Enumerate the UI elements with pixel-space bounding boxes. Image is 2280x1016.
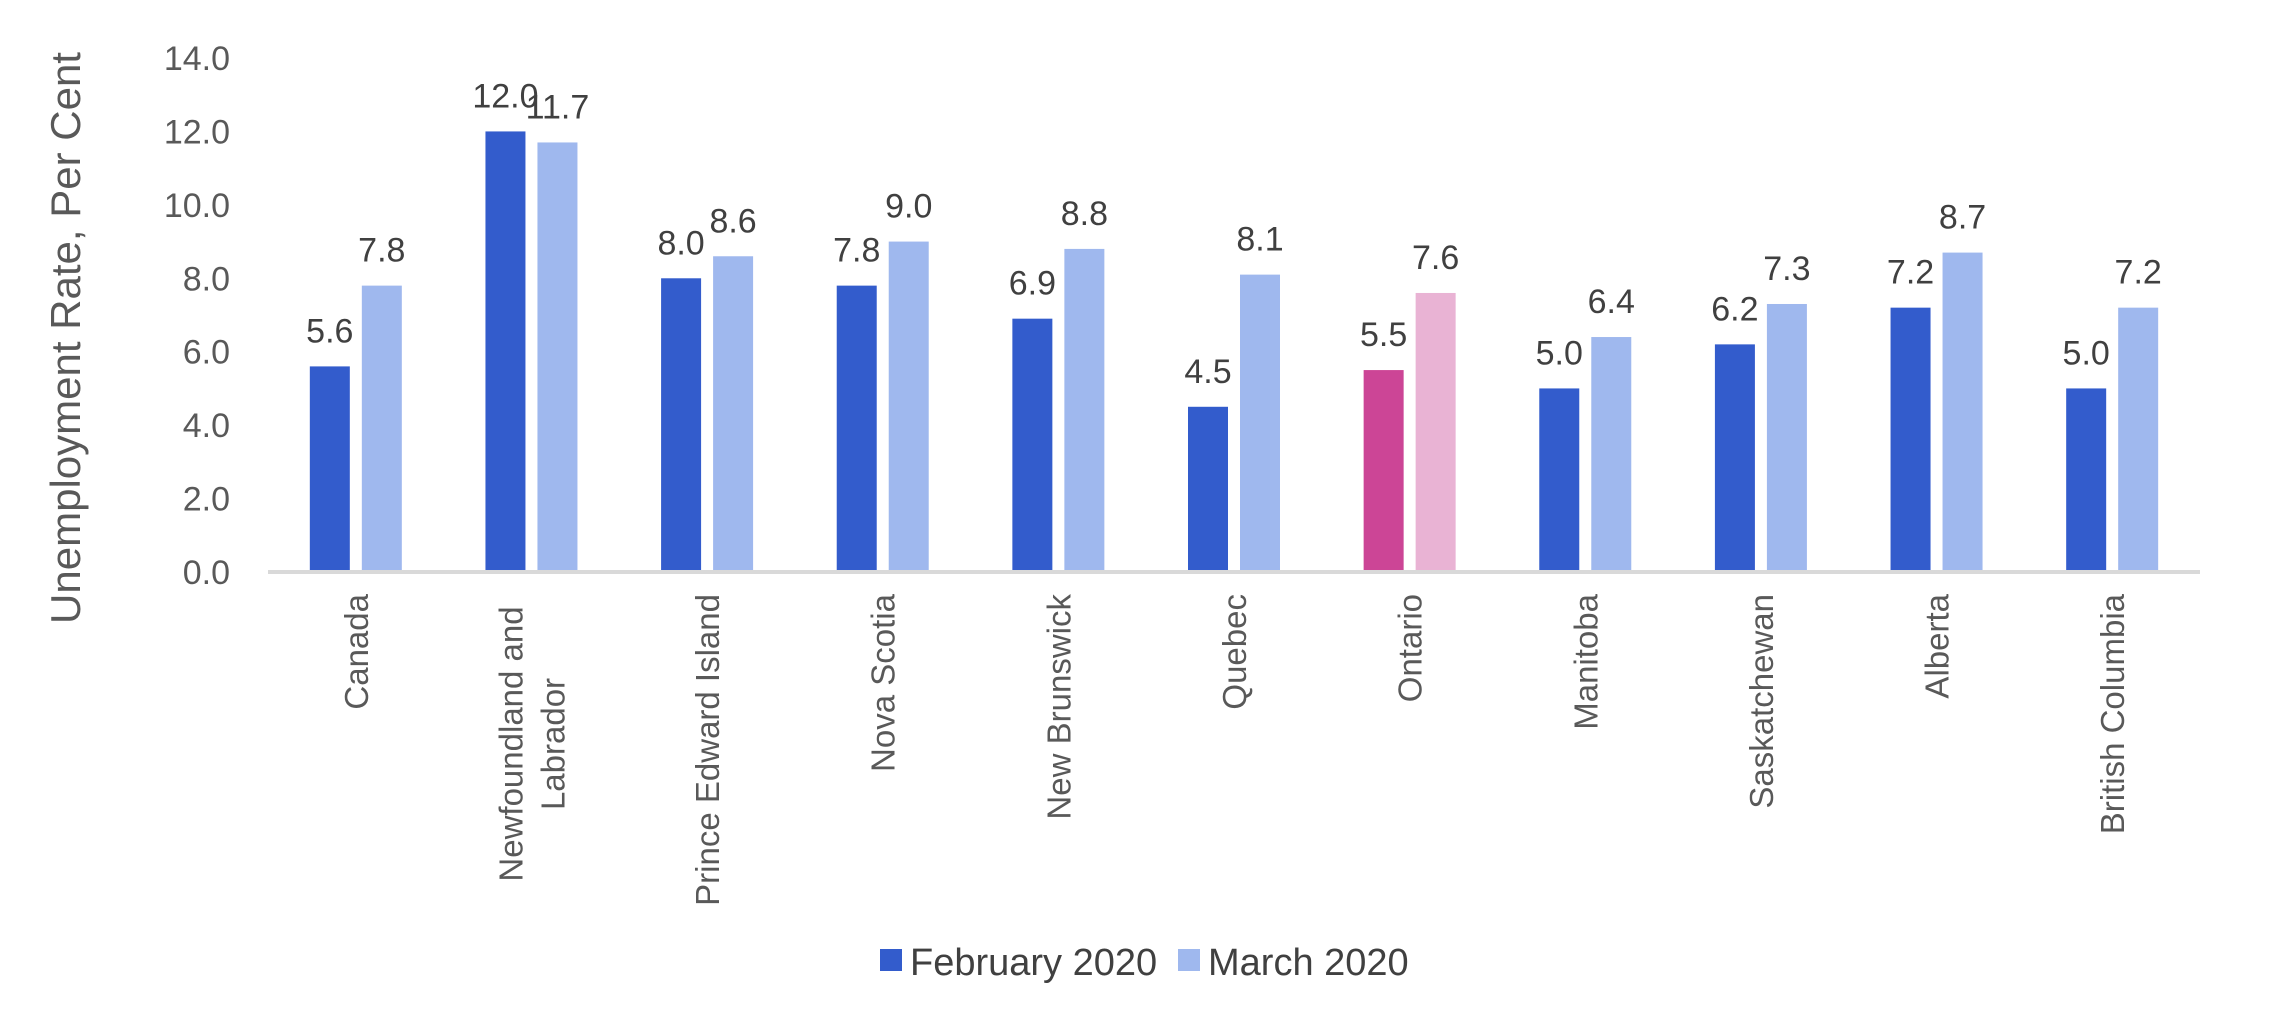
y-tick-label: 8.0 [183, 260, 230, 298]
data-label: 6.4 [1588, 283, 1635, 321]
y-axis-title: Unemployment Rate, Per Cent [42, 52, 89, 624]
y-tick-label: 10.0 [164, 187, 230, 225]
data-label: 7.8 [358, 232, 405, 270]
bar-february [2066, 388, 2107, 572]
category-label: Saskatchewan [1743, 594, 1780, 809]
data-label: 5.0 [2063, 334, 2110, 372]
data-label: 8.0 [657, 224, 704, 262]
data-label: 5.0 [1536, 334, 1583, 372]
y-tick-label: 14.0 [164, 40, 230, 78]
bar-march [888, 241, 929, 573]
data-label: 8.8 [1061, 195, 1108, 233]
bar-february [836, 285, 877, 572]
bar-march [1591, 337, 1632, 572]
data-label: 8.7 [1939, 199, 1986, 237]
category-label: Canada [338, 593, 375, 709]
category-label: Prince Edward Island [689, 594, 726, 906]
bar-march [361, 285, 402, 572]
category-label: Ontario [1392, 594, 1429, 702]
bar-march [1240, 274, 1280, 572]
data-label: 4.5 [1184, 353, 1231, 391]
category-label: Nova Scotia [865, 593, 902, 772]
y-tick-label: 4.0 [183, 407, 230, 445]
legend-swatch [880, 949, 902, 971]
data-label: 7.2 [2115, 254, 2162, 292]
y-tick-label: 0.0 [183, 554, 230, 592]
category-label: British Columbia [2094, 593, 2131, 834]
data-label: 5.5 [1360, 316, 1407, 354]
category-label: Manitoba [1567, 593, 1604, 729]
y-axis-ticks: 0.0 2.0 4.0 6.0 8.0 10.0 12.0 14.0 [164, 40, 230, 592]
y-tick-label: 6.0 [183, 334, 230, 372]
bar-february [1890, 307, 1931, 572]
data-label: 8.1 [1236, 221, 1283, 259]
category-label: Alberta [1919, 593, 1956, 698]
category-label: Newfoundland and [492, 606, 529, 881]
category-label: New Brunswick [1040, 594, 1077, 820]
category-label: Quebec [1216, 594, 1253, 710]
bar-march [1942, 252, 1983, 573]
data-label: 5.6 [306, 312, 353, 350]
data-label: 8.6 [709, 202, 756, 240]
bar-march [1415, 292, 1456, 572]
data-label: 11.7 [526, 88, 590, 126]
legend-label: February 2020 [910, 942, 1157, 984]
legend-label: March 2020 [1208, 942, 1409, 984]
bar-february [1539, 388, 1580, 572]
data-label: 7.2 [1887, 254, 1934, 292]
bar-february [485, 131, 526, 572]
bar-march [1064, 248, 1105, 572]
bar-march [1766, 303, 1807, 572]
category-label: Labrador [534, 678, 571, 810]
bar-march [537, 142, 578, 572]
data-label: 6.2 [1711, 290, 1758, 328]
legend: February 2020 March 2020 [880, 942, 1409, 984]
bar-march [713, 256, 754, 572]
data-label: 7.6 [1412, 239, 1459, 277]
data-label: 6.9 [1009, 265, 1056, 303]
bars [309, 131, 2159, 573]
y-tick-label: 2.0 [183, 481, 230, 519]
bar-february [661, 278, 702, 572]
category-labels: Canada Newfoundland and Labrador Prince Edw… [338, 593, 2131, 905]
bar-march [2118, 307, 2159, 572]
data-label: 12.0 [472, 77, 538, 115]
bar-february [309, 366, 350, 572]
bar-february [1363, 370, 1404, 572]
data-label: 7.8 [833, 232, 880, 270]
bar-february [1188, 406, 1228, 572]
data-label: 9.0 [885, 188, 932, 226]
y-tick-label: 12.0 [164, 113, 230, 151]
bar-february [1714, 344, 1755, 572]
bar-february [1012, 318, 1053, 572]
legend-swatch [1178, 949, 1200, 971]
data-label: 7.3 [1763, 250, 1810, 288]
data-labels: 5.67.812.011.78.08.67.89.06.98.84.58.15.… [306, 77, 2162, 390]
